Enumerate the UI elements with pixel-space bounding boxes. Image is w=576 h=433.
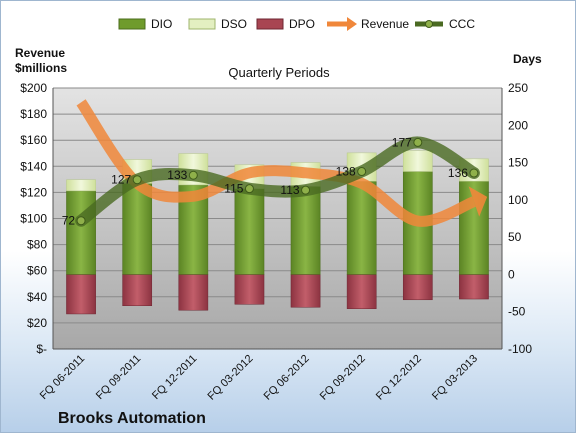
left-tick-label: $180 [20, 107, 47, 121]
dpo-bar [122, 274, 153, 306]
dio-bar [290, 186, 321, 275]
ccc-point [188, 170, 198, 180]
dio-bar [122, 183, 153, 275]
left-tick-label: $160 [20, 133, 47, 147]
legend: DIO DSO DPO Revenue CCC [118, 17, 475, 31]
ccc-data-label: 127 [111, 173, 131, 187]
right-axis-title: Days [513, 52, 542, 66]
right-tick-label: 150 [508, 156, 528, 170]
right-tick-label: 0 [508, 267, 515, 281]
x-tick-label: FQ 12-2011 [150, 353, 199, 402]
legend-label: CCC [449, 17, 475, 31]
ccc-data-label: 177 [392, 135, 412, 149]
legend-swatch [188, 18, 216, 30]
left-axis-title-line2: $millions [15, 61, 67, 75]
dpo-bar [459, 274, 489, 300]
company-name: Brooks Automation [58, 410, 206, 427]
x-tick-label: FQ 03-2012 [206, 353, 256, 403]
dso-bar [66, 179, 96, 192]
ccc-point [244, 184, 254, 194]
left-tick-label: $200 [20, 81, 47, 95]
ccc-point [413, 137, 423, 147]
chart-title: Quarterly Periods [228, 65, 330, 80]
right-tick-label: -50 [508, 305, 526, 319]
ccc-point [301, 185, 311, 195]
revenue-arrowhead [468, 186, 488, 217]
ccc-data-label: 115 [224, 182, 243, 196]
lines: 72 127 133 115 113 138 177 136 [62, 99, 488, 228]
left-axis-title-line1: Revenue [15, 46, 65, 60]
ccc-data-label: 136 [448, 166, 468, 180]
left-tick-label: $140 [20, 159, 47, 173]
legend-swatch [256, 18, 284, 30]
dio-bar [66, 190, 96, 275]
right-tick-label: 100 [508, 193, 528, 207]
left-tick-label: $40 [27, 290, 47, 304]
legend-label: DIO [151, 17, 172, 31]
right-tick-label: 50 [508, 230, 522, 244]
right-tick-label: 250 [508, 81, 528, 95]
ccc-point [76, 216, 86, 226]
dso-bar [402, 150, 433, 172]
x-tick-label: FQ 09-2012 [318, 353, 368, 403]
right-tick-label: 200 [508, 118, 528, 132]
x-tick-label: FQ 12-2012 [374, 353, 424, 403]
x-tick-label: FQ 09-2011 [94, 353, 143, 402]
legend-label: Revenue [361, 17, 409, 31]
left-tick-label: $80 [27, 238, 47, 252]
dpo-bar [290, 274, 321, 308]
ccc-data-label: 72 [62, 214, 76, 228]
dpo-bar [178, 274, 209, 311]
legend-arrowhead [347, 17, 357, 31]
x-tick-label: FQ 03-2013 [430, 353, 480, 403]
ccc-point [469, 168, 479, 178]
left-tick-label: $20 [27, 316, 47, 330]
x-tick-label: FQ 06-2012 [262, 353, 312, 403]
left-tick-label: $100 [20, 212, 47, 226]
x-tick-label: FQ 06-2011 [38, 353, 87, 402]
dpo-bar [346, 274, 377, 309]
dio-bar [346, 180, 377, 275]
legend-label: DSO [221, 17, 247, 31]
legend-label: DPO [289, 17, 315, 31]
dio-bar [234, 188, 265, 275]
ccc-data-label: 138 [336, 165, 356, 179]
right-tick-label: -100 [508, 342, 532, 356]
left-tick-label: $120 [20, 185, 47, 199]
legend-swatch [118, 18, 146, 30]
ccc-point [357, 167, 367, 177]
dpo-bar [402, 274, 433, 301]
ccc-data-label: 113 [280, 183, 299, 197]
dpo-bar [234, 274, 265, 305]
legend-marker [425, 20, 433, 28]
left-tick-label: $- [36, 342, 47, 356]
left-tick-label: $60 [27, 264, 47, 278]
ccc-point [132, 175, 142, 185]
dpo-bar [66, 274, 96, 315]
ccc-data-label: 133 [167, 168, 187, 182]
